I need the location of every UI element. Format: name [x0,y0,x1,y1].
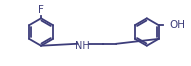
Text: NH: NH [75,41,90,51]
Text: OH: OH [169,20,185,30]
Text: F: F [38,5,44,15]
